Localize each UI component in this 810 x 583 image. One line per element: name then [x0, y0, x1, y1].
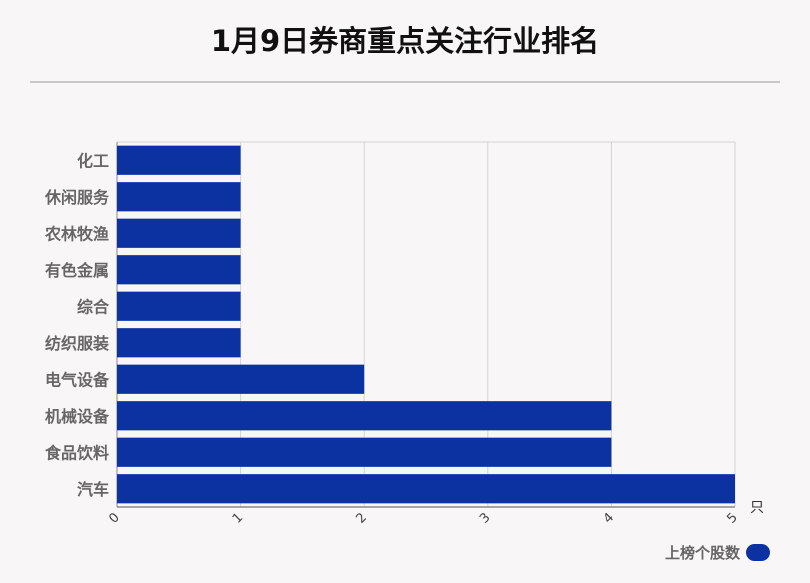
bar[interactable]	[117, 145, 241, 175]
bars	[117, 145, 735, 504]
category-label: 休闲服务	[44, 188, 110, 207]
category-label: 农林牧渔	[44, 224, 109, 243]
bar[interactable]	[117, 437, 612, 467]
category-label: 综合	[77, 297, 110, 316]
category-label: 有色金属	[45, 261, 109, 280]
x-tick-label: 0	[106, 510, 122, 526]
category-label: 食品饮料	[44, 443, 109, 462]
x-tick-labels: 0 1 2 3 4 5	[106, 510, 740, 526]
category-label: 化工	[77, 151, 109, 170]
bar[interactable]	[117, 328, 241, 358]
category-label: 纺织服装	[45, 334, 109, 353]
title-divider	[30, 81, 780, 83]
bar[interactable]	[117, 255, 241, 285]
x-unit-label: 只	[750, 500, 764, 516]
category-label: 电气设备	[45, 370, 110, 389]
x-tick-label: 1	[230, 510, 246, 526]
bar[interactable]	[117, 401, 612, 431]
bar[interactable]	[117, 182, 241, 212]
legend-swatch[interactable]	[746, 543, 770, 561]
bar[interactable]	[117, 474, 735, 504]
x-tick-label: 5	[724, 510, 740, 526]
bar[interactable]	[117, 364, 365, 394]
category-label: 汽车	[77, 480, 109, 499]
legend-label: 上榜个股数	[664, 543, 740, 562]
x-tick-label: 3	[477, 510, 493, 526]
bar[interactable]	[117, 291, 241, 321]
chart-title: 1月9日券商重点关注行业排名	[210, 24, 600, 58]
bar[interactable]	[117, 218, 241, 248]
category-label: 机械设备	[45, 407, 110, 426]
x-tick-label: 2	[353, 510, 369, 526]
x-tick-label: 4	[601, 510, 617, 526]
legend[interactable]: 上榜个股数	[665, 541, 770, 563]
